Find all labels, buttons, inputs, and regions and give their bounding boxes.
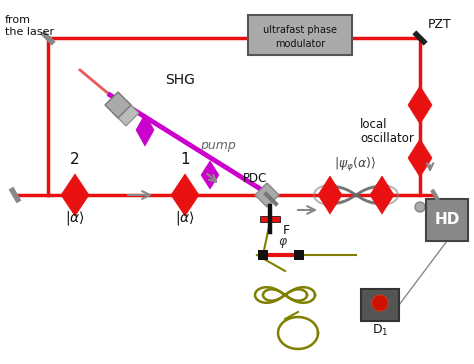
Polygon shape bbox=[171, 174, 199, 216]
Polygon shape bbox=[255, 183, 279, 207]
FancyBboxPatch shape bbox=[248, 15, 352, 55]
Text: SHG: SHG bbox=[165, 73, 195, 87]
Polygon shape bbox=[105, 92, 131, 118]
FancyBboxPatch shape bbox=[426, 199, 468, 241]
Polygon shape bbox=[318, 176, 342, 214]
Text: pump: pump bbox=[200, 138, 236, 151]
Text: $|\psi_\varphi(\alpha)\rangle$: $|\psi_\varphi(\alpha)\rangle$ bbox=[334, 156, 376, 174]
Polygon shape bbox=[136, 114, 154, 146]
Text: $|\alpha\rangle$: $|\alpha\rangle$ bbox=[65, 209, 85, 227]
Bar bbox=[268, 204, 272, 234]
Text: PDC: PDC bbox=[243, 171, 267, 185]
Polygon shape bbox=[201, 161, 219, 189]
Text: from: from bbox=[5, 15, 31, 25]
Text: the laser: the laser bbox=[5, 27, 54, 37]
Polygon shape bbox=[408, 86, 432, 124]
Polygon shape bbox=[61, 174, 89, 216]
Text: D$_1$: D$_1$ bbox=[372, 323, 388, 337]
FancyBboxPatch shape bbox=[361, 289, 399, 321]
Polygon shape bbox=[408, 139, 432, 177]
Text: $\varphi$: $\varphi$ bbox=[278, 236, 288, 250]
Text: $|\alpha\rangle$: $|\alpha\rangle$ bbox=[175, 209, 195, 227]
Text: PZT: PZT bbox=[428, 19, 452, 32]
Bar bbox=[258, 250, 268, 260]
Circle shape bbox=[415, 202, 425, 212]
Text: HD: HD bbox=[434, 213, 460, 228]
Circle shape bbox=[372, 295, 388, 311]
Text: modulator: modulator bbox=[275, 39, 325, 49]
Text: ultrafast phase: ultrafast phase bbox=[263, 25, 337, 35]
Bar bbox=[260, 216, 280, 222]
Polygon shape bbox=[113, 100, 139, 126]
Polygon shape bbox=[370, 176, 394, 214]
Text: 2: 2 bbox=[70, 153, 80, 167]
Text: 1: 1 bbox=[180, 153, 190, 167]
Bar bbox=[294, 250, 304, 260]
Text: local: local bbox=[360, 119, 388, 131]
Text: F: F bbox=[283, 223, 290, 237]
Text: oscillator: oscillator bbox=[360, 131, 414, 145]
